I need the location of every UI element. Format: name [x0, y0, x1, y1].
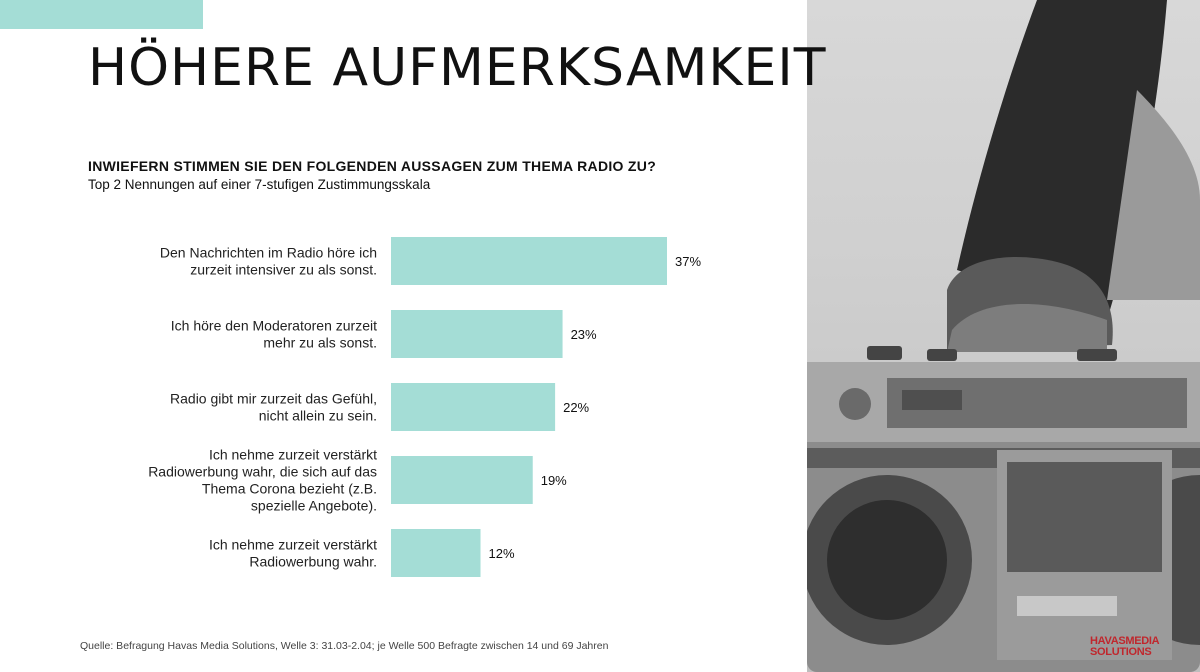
bar-value-label-1: 37% [675, 254, 701, 269]
category-label-4-line-2: Radiowerbung wahr, die sich auf das [148, 464, 377, 480]
category-label-5-line-1: Ich nehme zurzeit verstärkt [209, 537, 377, 553]
category-label-4-line-4: spezielle Angebote). [251, 498, 377, 514]
page-title: HÖHERE AUFMERKSAMKEIT [88, 38, 827, 98]
bar-value-label-5: 12% [489, 546, 515, 561]
bar-value-label-3: 22% [563, 400, 589, 415]
chart-question: INWIEFERN STIMMEN SIE DEN FOLGENDEN AUSS… [88, 158, 657, 174]
category-label-5-line-2: Radiowerbung wahr. [249, 554, 377, 570]
logo-line-2: SOLUTIONS [1090, 646, 1152, 658]
logo-line-1: HAVASMEDIA [1090, 635, 1160, 647]
category-label-2-line-1: Ich höre den Moderatoren zurzeit [171, 318, 377, 334]
category-label-4-line-1: Ich nehme zurzeit verstärkt [209, 447, 377, 463]
category-label-4-line-3: Thema Corona bezieht (z.B. [202, 481, 377, 497]
bar-4 [391, 456, 533, 504]
chart-subtitle: Top 2 Nennungen auf einer 7-stufigen Zus… [88, 177, 431, 192]
bar-chart: 37% Den Nachrichten im Radio höre ichzurz… [148, 237, 701, 577]
category-label-1-line-1: Den Nachrichten im Radio höre ich [160, 245, 377, 261]
boombox-photo [807, 0, 1200, 672]
accent-bar [0, 0, 203, 29]
source-note: Quelle: Befragung Havas Media Solutions,… [80, 640, 609, 652]
category-label-1-line-2: zurzeit intensiver zu als sonst. [190, 262, 377, 278]
category-label-3-line-2: nicht allein zu sein. [259, 408, 377, 424]
bar-value-label-2: 23% [571, 327, 597, 342]
bar-3 [391, 383, 556, 431]
bar-1 [391, 237, 667, 285]
category-label-3-line-1: Radio gibt mir zurzeit das Gefühl, [170, 391, 377, 407]
bar-value-label-4: 19% [541, 473, 567, 488]
bar-5 [391, 529, 481, 577]
category-label-2-line-2: mehr zu als sonst. [263, 335, 377, 351]
bar-2 [391, 310, 563, 358]
havas-logo: HAVASMEDIA SOLUTIONS [1090, 636, 1190, 658]
